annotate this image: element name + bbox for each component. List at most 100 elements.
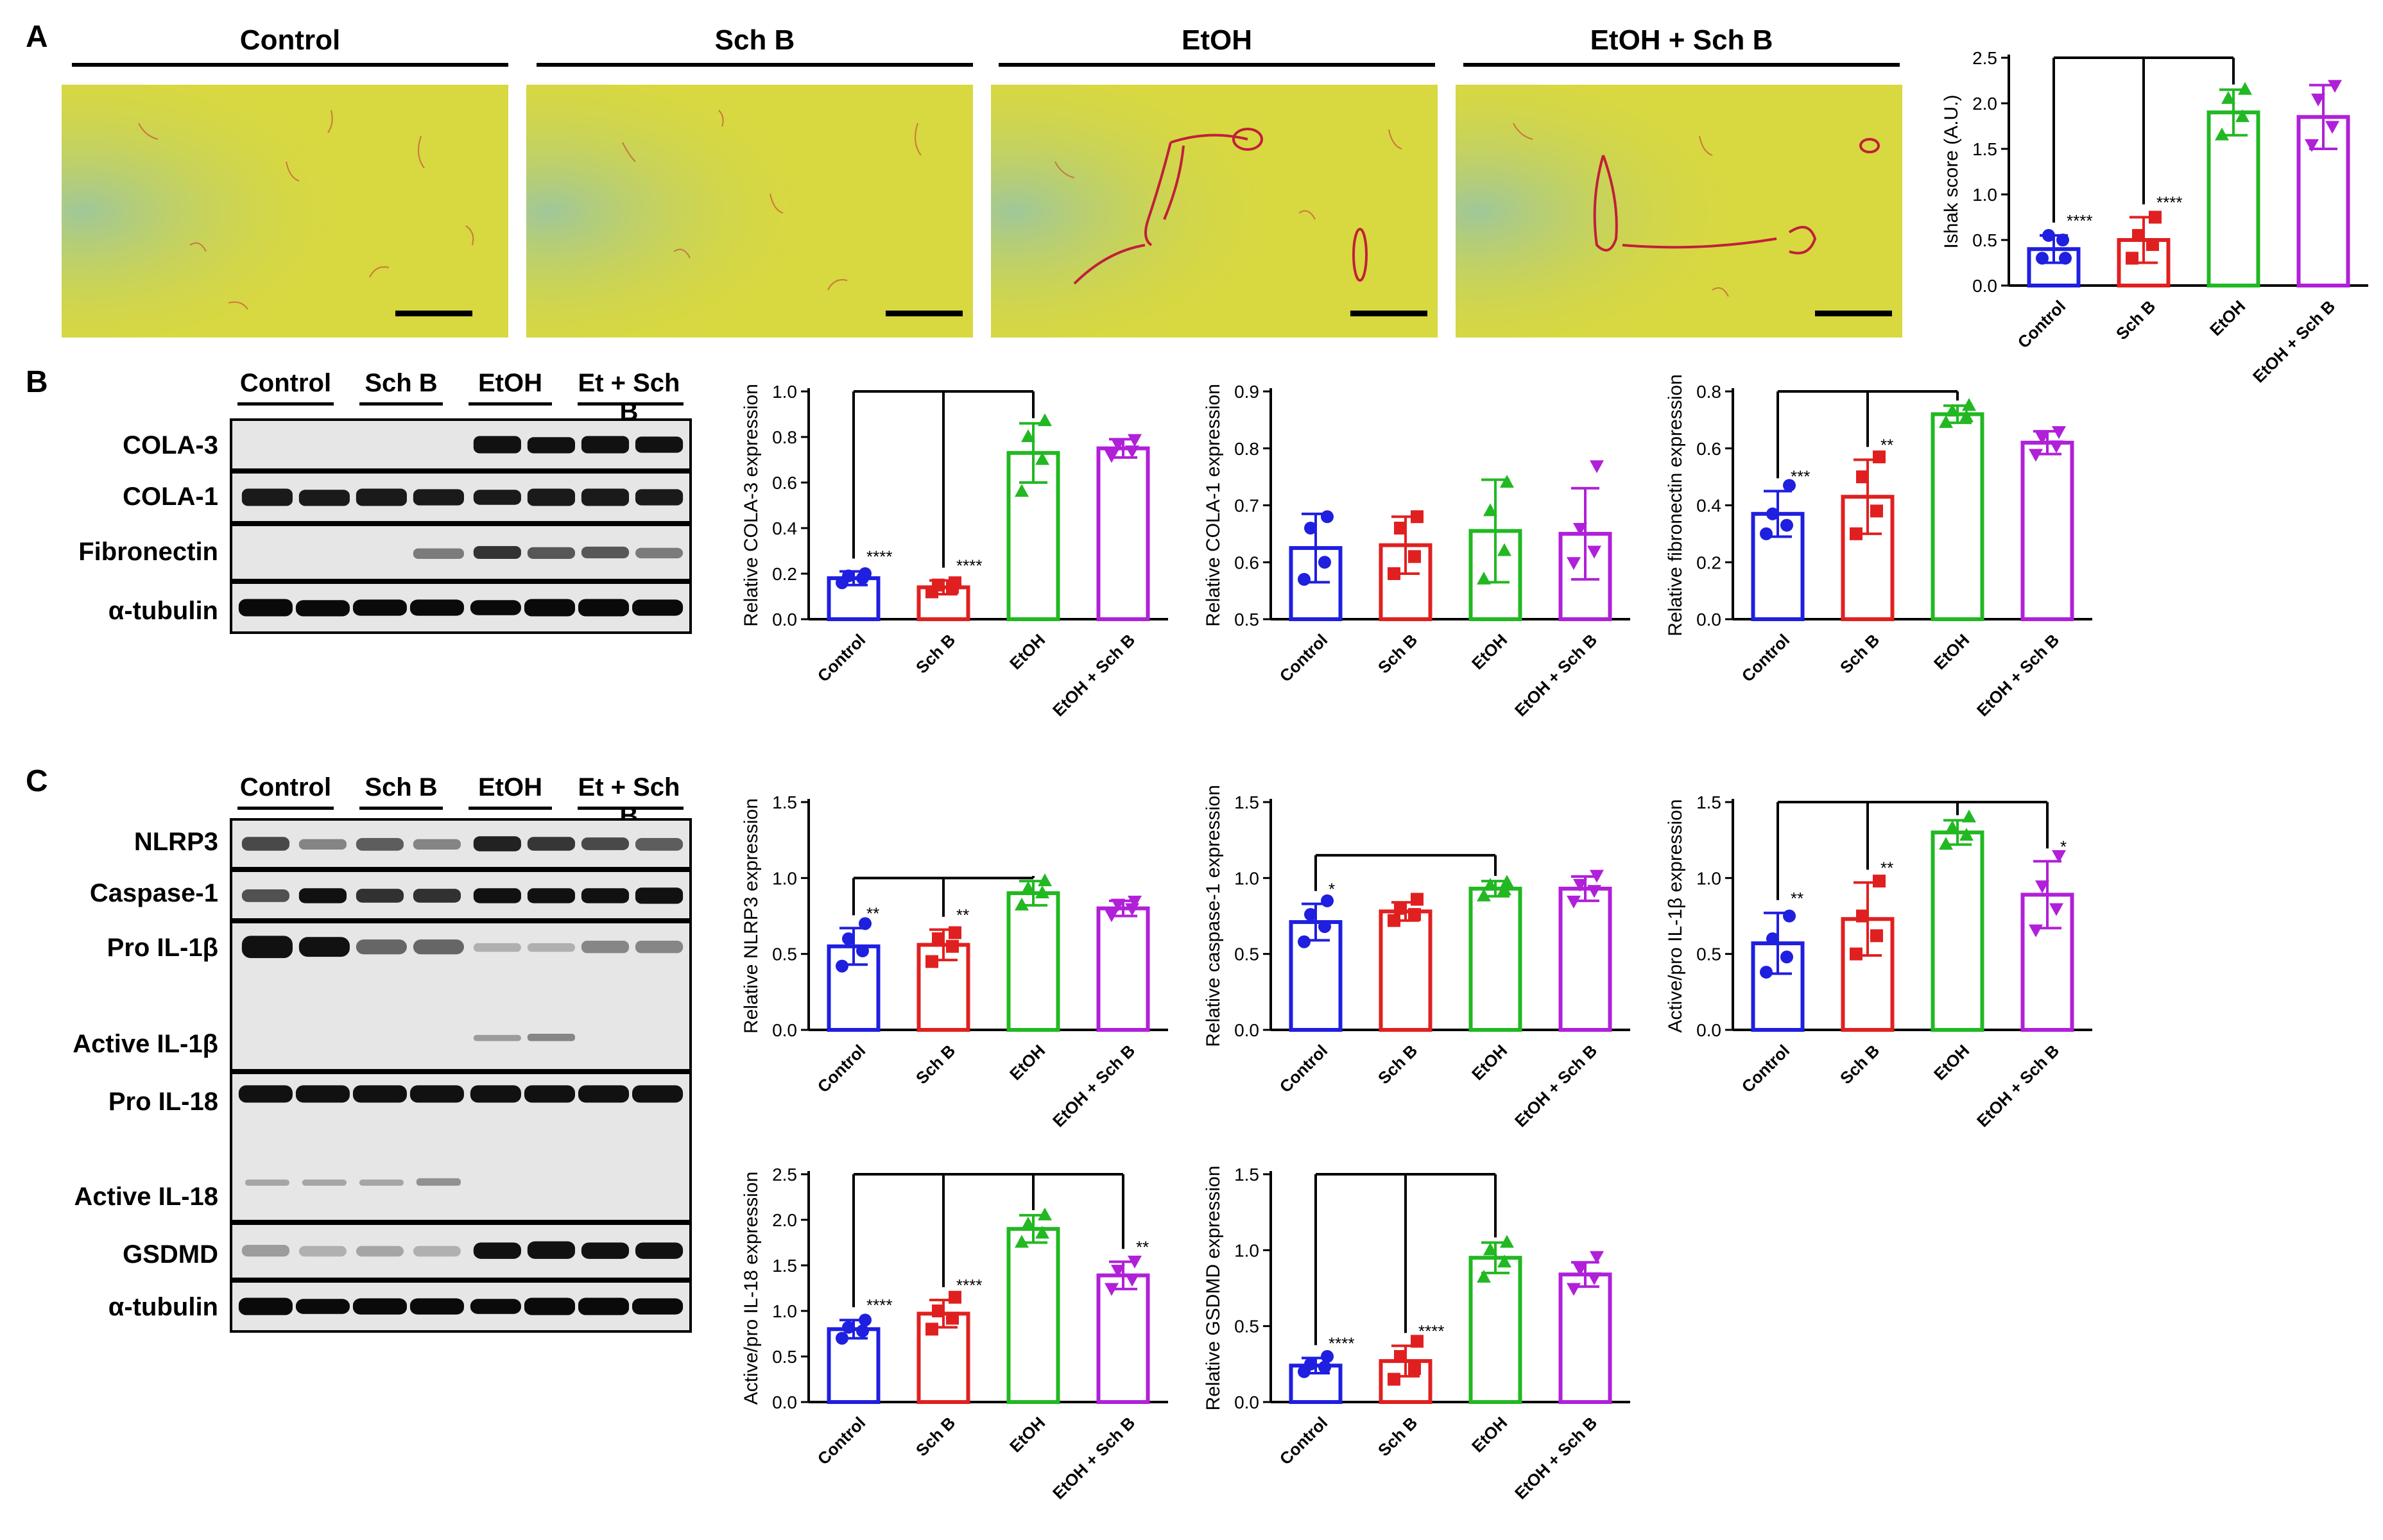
y-tick-label: 0.8: [772, 427, 797, 447]
category-label: EtOH: [2206, 296, 2249, 339]
blot-label-fibronectin: Fibronectin: [78, 538, 218, 566]
data-point: [1573, 878, 1587, 892]
y-axis-label: Relative fibronectin expression: [1665, 374, 1686, 637]
significance-label: **: [1791, 889, 1803, 908]
y-axis-label: Relative NLRP3 expression: [741, 798, 762, 1034]
category-label: EtOH + Sch B: [1511, 1413, 1601, 1503]
category-label: Control: [814, 1413, 870, 1469]
y-tick-label: 1.5: [1234, 1165, 1259, 1185]
data-point: [1111, 438, 1125, 452]
image-header-label: EtOH + Sch B: [1590, 24, 1773, 56]
y-tick-label: 1.0: [772, 382, 797, 402]
y-tick-label: 0.8: [1234, 439, 1259, 459]
data-point: [1587, 545, 1601, 559]
y-tick-label: 0.0: [1696, 1020, 1721, 1040]
category-label: Control: [2014, 296, 2070, 352]
y-axis-label: Active/pro IL-18 expression: [741, 1172, 762, 1405]
micrograph-etoh-schb: [1456, 85, 1902, 338]
data-point: [1411, 1335, 1424, 1348]
data-point: [1304, 1357, 1317, 1371]
y-tick-label: 0.6: [1696, 439, 1721, 459]
y-tick-label: 0.5: [1234, 610, 1259, 629]
data-point: [2235, 109, 2250, 123]
data-point: [2215, 127, 2229, 141]
bar: [1558, 886, 1612, 1032]
data-point: [1394, 1350, 1407, 1363]
bar: [2020, 440, 2074, 621]
data-point: [1298, 935, 1311, 948]
significance-label: **: [1880, 436, 1893, 455]
category-label: Control: [814, 1041, 870, 1097]
y-tick-label: 2.0: [1972, 94, 1997, 114]
image-header-line: [72, 63, 508, 67]
data-point: [2149, 210, 2162, 224]
data-point: [949, 926, 961, 939]
significance-label: ****: [2067, 211, 2092, 230]
data-point: [2328, 80, 2342, 93]
bar: [1096, 446, 1150, 621]
y-tick-label: 1.0: [1696, 868, 1721, 888]
data-point: [859, 1313, 872, 1327]
data-point: [2049, 440, 2063, 454]
data-point: [2221, 90, 2235, 104]
bar: [1379, 909, 1432, 1032]
y-tick-label: 0.0: [772, 610, 797, 629]
data-point: [1394, 902, 1407, 915]
data-point: [1856, 909, 1869, 923]
y-tick-label: 0.9: [1234, 382, 1259, 402]
bar: [1468, 886, 1522, 1032]
data-point: [842, 1321, 855, 1334]
blot-label-gsdmd: GSDMD: [123, 1240, 218, 1269]
data-point: [1105, 909, 1119, 923]
significance-label: ***: [1791, 466, 1810, 486]
data-point: [2049, 903, 2063, 916]
data-point: [1497, 543, 1511, 556]
data-point: [1321, 894, 1334, 907]
data-point: [1388, 567, 1400, 580]
bar: [1468, 1256, 1522, 1404]
data-point: [1411, 893, 1424, 906]
data-point: [1038, 873, 1052, 887]
significance-label: *: [2060, 837, 2067, 856]
data-point: [1567, 895, 1581, 909]
chart-nlrp3-expression: 0.0 0.5 1.0 1.5 Relative NLRP3 expression ** C…: [741, 792, 1168, 1131]
data-point: [1408, 908, 1421, 921]
data-point: [1959, 828, 1974, 841]
data-point: [2146, 238, 2159, 252]
data-point: [1111, 898, 1125, 912]
y-axis-label: Active/pro IL-1β expression: [1665, 799, 1686, 1032]
blot-column-headers-c: Control Sch B EtOH Et + Sch B: [231, 773, 684, 830]
blot-column-label: Sch B: [365, 773, 438, 801]
data-point: [1477, 571, 1491, 585]
y-tick-label: 1.5: [1234, 792, 1259, 812]
y-tick-label: 1.5: [772, 1256, 797, 1276]
blot-label-cola1: COLA-1: [123, 483, 218, 511]
data-point: [1590, 869, 1604, 883]
category-label: Control: [1738, 630, 1794, 686]
scale-bar: [1815, 311, 1892, 316]
data-point: [1959, 409, 1974, 422]
data-point: [1125, 1274, 1139, 1287]
y-tick-label: 1.5: [1972, 139, 1997, 159]
y-axis-label: Relative caspase-1 expression: [1203, 785, 1224, 1047]
blot-strip-cola3: [230, 418, 692, 471]
blot-column-line: [237, 807, 334, 810]
y-tick-label: 0.5: [772, 945, 797, 964]
y-tick-label: 0.5: [1696, 945, 1721, 964]
data-point: [1038, 1207, 1052, 1220]
category-label: Sch B: [912, 1413, 959, 1460]
category-label: EtOH: [1468, 1041, 1511, 1084]
category-label: EtOH + Sch B: [2249, 296, 2339, 386]
data-point: [1477, 1269, 1491, 1283]
panel-letter-b: B: [26, 365, 48, 399]
y-tick-label: 2.0: [772, 1210, 797, 1230]
chart-il1b-expression: 0.0 0.5 1.0 1.5 Active/pro IL-1β expression *…: [1665, 792, 2092, 1131]
blot-label-pro-il18: Pro IL-18: [108, 1088, 218, 1116]
data-point: [836, 959, 848, 973]
category-label: EtOH: [1930, 630, 1973, 673]
data-point: [1128, 434, 1142, 447]
category-label: Control: [1276, 1413, 1332, 1469]
data-point: [1015, 484, 1029, 497]
category-label: Sch B: [912, 630, 959, 677]
data-point: [1318, 1360, 1331, 1374]
